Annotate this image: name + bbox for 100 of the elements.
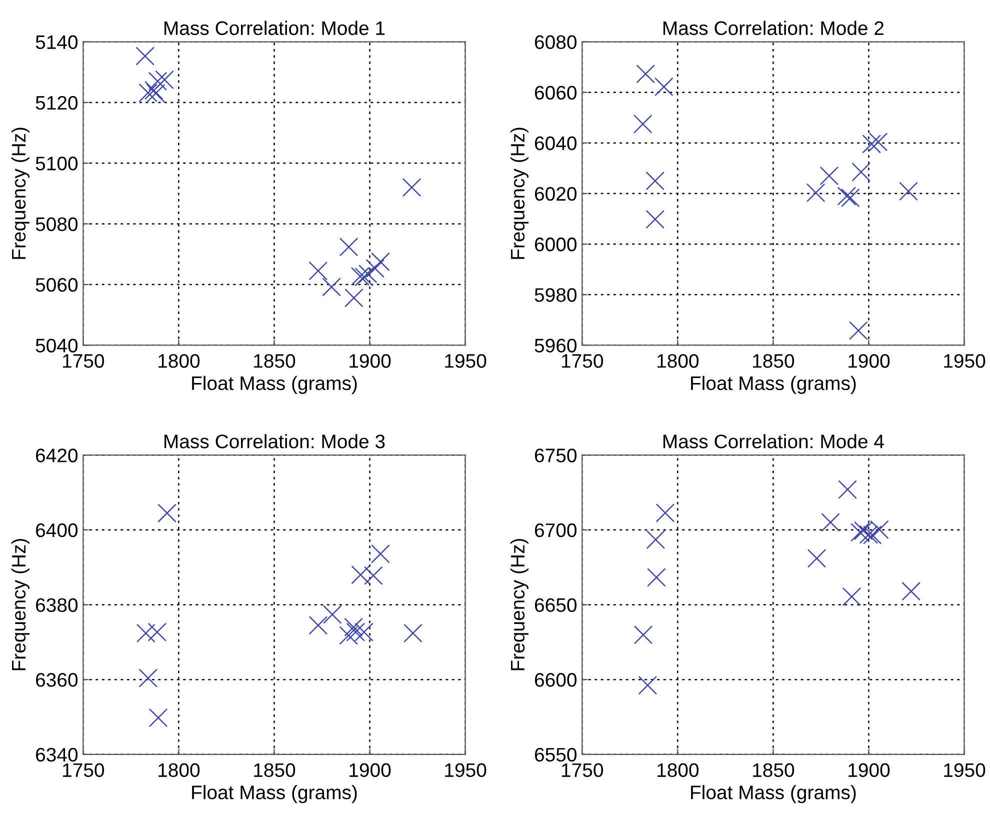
point <box>852 162 870 182</box>
y-tick-label: 6380 <box>36 598 78 612</box>
point <box>646 210 665 229</box>
point <box>862 134 881 154</box>
point <box>837 186 856 206</box>
point <box>868 132 888 152</box>
y-tick-label: 5140 <box>36 35 78 50</box>
point <box>371 544 390 564</box>
point <box>144 80 164 100</box>
x-tick-label: 1850 <box>753 763 794 778</box>
point <box>346 622 366 642</box>
point <box>322 278 341 296</box>
y-axis-title: Frequency (Hz) <box>510 128 528 259</box>
point <box>807 548 826 568</box>
y-axis-title: Frequency (Hz) <box>11 128 30 259</box>
x-tick-label: 1900 <box>350 354 391 368</box>
point <box>308 261 328 280</box>
x-axis-title: Float Mass (grams) <box>691 376 856 394</box>
y-tick-label: 6650 <box>534 598 577 612</box>
x-tick-label: 1950 <box>944 354 986 368</box>
point <box>859 525 878 544</box>
chart-title: Mass Correlation: Mode 3 <box>164 434 385 448</box>
point <box>344 288 364 308</box>
point <box>354 622 374 642</box>
x-tick-label: 1750 <box>63 763 104 778</box>
x-tick-label: 1750 <box>562 354 603 368</box>
point <box>820 166 839 186</box>
x-tick-label: 1800 <box>658 763 699 778</box>
point <box>840 188 860 208</box>
x-tick-label: 1900 <box>848 763 890 778</box>
point <box>806 183 826 202</box>
point <box>371 252 390 272</box>
x-tick-label: 1950 <box>944 763 986 778</box>
y-tick-label: 6080 <box>534 35 577 50</box>
x-tick-label: 1750 <box>63 354 104 368</box>
x-tick-label: 1900 <box>350 763 391 778</box>
point <box>634 625 653 644</box>
y-tick-label: 5120 <box>36 96 78 110</box>
point <box>838 480 857 499</box>
point <box>350 266 370 286</box>
point <box>344 618 363 637</box>
y-tick-label: 6400 <box>36 523 78 538</box>
point <box>158 504 176 522</box>
x-tick-label: 1850 <box>254 354 296 368</box>
y-tick-label: 5100 <box>36 156 78 170</box>
y-tick-label: 6060 <box>534 86 577 100</box>
y-tick-label: 6360 <box>36 673 78 687</box>
point <box>351 565 370 584</box>
x-tick-label: 1850 <box>753 354 794 368</box>
y-tick-label: 6700 <box>534 523 577 538</box>
y-tick-label: 6600 <box>534 673 577 687</box>
point <box>636 64 655 84</box>
point <box>148 72 168 91</box>
x-tick-label: 1950 <box>445 763 486 778</box>
point <box>358 264 378 284</box>
chart-title: Mass Correlation: Mode 1 <box>164 20 385 36</box>
point <box>638 676 658 695</box>
point <box>339 626 358 645</box>
point <box>902 582 921 601</box>
point <box>138 83 158 102</box>
x-tick-label: 1900 <box>848 354 890 368</box>
point <box>654 77 674 96</box>
point <box>646 171 665 190</box>
point <box>402 178 422 197</box>
point <box>842 587 862 606</box>
point <box>136 624 156 643</box>
point <box>354 268 374 286</box>
x-tick-label: 1800 <box>158 763 200 778</box>
y-tick-label: 5960 <box>534 338 577 352</box>
point <box>148 708 168 728</box>
point <box>322 605 342 624</box>
y-tick-label: 6750 <box>534 448 577 462</box>
point <box>366 259 385 278</box>
x-tick-label: 1800 <box>658 354 699 368</box>
point <box>656 503 675 522</box>
x-axis-title: Float Mass (grams) <box>192 376 357 394</box>
x-axis-title: Float Mass (grams) <box>192 785 357 804</box>
point <box>148 622 167 642</box>
point <box>136 46 154 66</box>
y-tick-label: 5080 <box>36 217 78 232</box>
chart-title: Mass Correlation: Mode 4 <box>663 434 884 448</box>
x-axis-title: Float Mass (grams) <box>691 785 856 804</box>
x-tick-label: 1950 <box>445 354 486 368</box>
y-tick-label: 5040 <box>36 338 78 352</box>
point <box>850 522 870 542</box>
x-tick-label: 1800 <box>158 354 200 368</box>
x-tick-label: 1850 <box>254 763 296 778</box>
x-tick-label: 1750 <box>562 763 603 778</box>
point <box>899 182 918 201</box>
point <box>138 668 158 688</box>
point <box>633 114 652 134</box>
point <box>155 70 174 90</box>
point <box>849 321 868 340</box>
y-tick-label: 6340 <box>36 748 78 762</box>
point <box>146 84 166 103</box>
y-tick-label: 6000 <box>534 238 577 252</box>
chart-title: Mass Correlation: Mode 2 <box>663 20 884 36</box>
point <box>339 238 358 256</box>
point <box>646 530 666 550</box>
y-tick-label: 6040 <box>534 136 577 150</box>
